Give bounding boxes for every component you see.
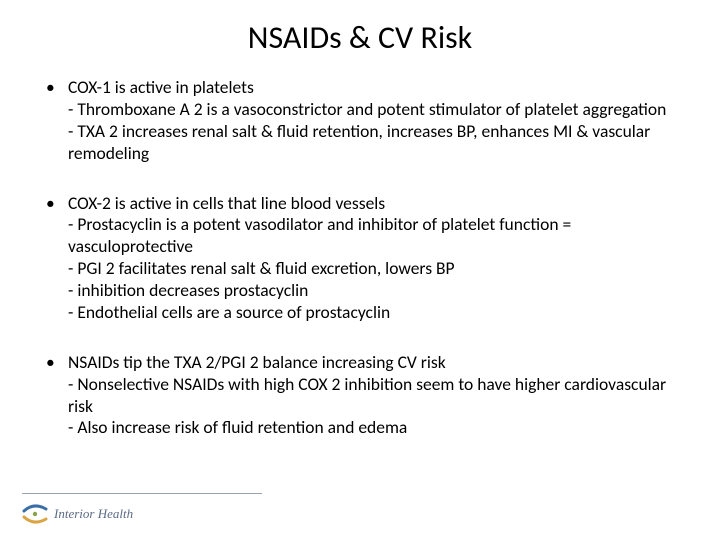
bullet-sub: - Prostacyclin is a potent vasodilator a… [68, 214, 680, 258]
bullet-sub: - Nonselective NSAIDs with high COX 2 in… [68, 374, 680, 418]
slide: NSAIDs & CV Risk COX-1 is active in plat… [0, 0, 720, 540]
logo-icon [22, 502, 48, 526]
bullet-head: COX-2 is active in cells that line blood… [68, 193, 680, 215]
slide-title: NSAIDs & CV Risk [40, 18, 680, 57]
logo-text: Interior Health [54, 506, 133, 522]
bullet-head: COX-1 is active in platelets [68, 77, 680, 99]
bullet-sub: - Also increase risk of fluid retention … [68, 417, 680, 439]
bullet-item: NSAIDs tip the TXA 2/PGI 2 balance incre… [40, 352, 680, 440]
bullet-item: COX-2 is active in cells that line blood… [40, 193, 680, 324]
bullet-sub: - inhibition decreases prostacyclin [68, 280, 680, 302]
bullet-head: NSAIDs tip the TXA 2/PGI 2 balance incre… [68, 352, 680, 374]
bullet-list: COX-1 is active in platelets - Thromboxa… [40, 77, 680, 439]
bullet-sub: - Endothelial cells are a source of pros… [68, 302, 680, 324]
bullet-sub: - Thromboxane A 2 is a vasoconstrictor a… [68, 99, 680, 121]
bullet-sub: - PGI 2 facilitates renal salt & fluid e… [68, 258, 680, 280]
logo-divider [22, 493, 262, 494]
bullet-item: COX-1 is active in platelets - Thromboxa… [40, 77, 680, 165]
brand-logo: Interior Health [22, 502, 133, 526]
bullet-sub: - TXA 2 increases renal salt & fluid ret… [68, 121, 680, 165]
